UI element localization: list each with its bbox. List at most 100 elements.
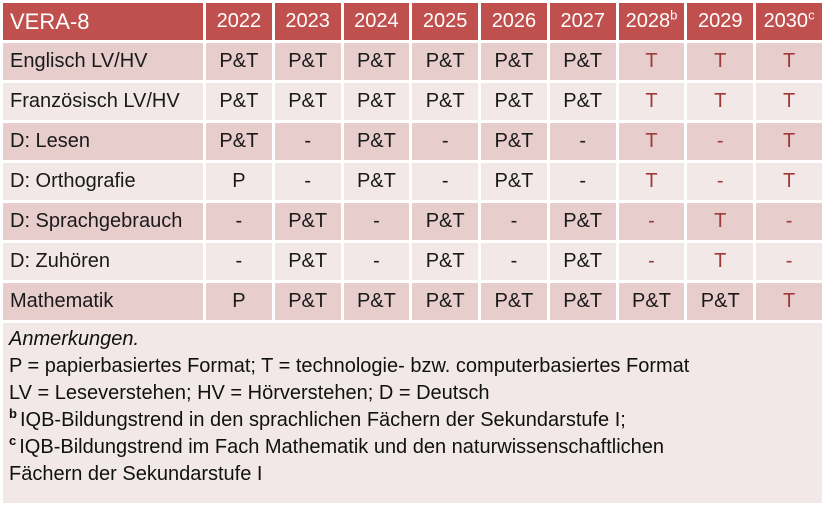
format-cell: - <box>412 123 479 160</box>
format-cell: T <box>687 203 754 240</box>
format-cell: P&T <box>343 123 410 160</box>
table-row: Mathematik P P&T P&T P&T P&T P&T P&T P&T T <box>3 283 822 320</box>
format-cell: - <box>481 203 547 240</box>
format-cell: T <box>618 123 685 160</box>
year-header-cell: 2027 <box>549 3 616 40</box>
table-row: D: Zuhören - P&T - P&T - P&T - T - <box>3 243 822 280</box>
year-header-cell: 2030c <box>756 3 822 40</box>
row-label: D: Orthografie <box>3 163 203 200</box>
year-header-cell: 2026 <box>481 3 547 40</box>
year-footnote-marker: c <box>808 7 815 23</box>
note-footnote-marker: c <box>9 433 17 449</box>
format-cell: P&T <box>549 43 616 80</box>
format-cell: T <box>756 283 822 320</box>
format-cell: - <box>618 243 685 280</box>
row-label: Französisch LV/HV <box>3 83 203 120</box>
format-cell: T <box>618 43 685 80</box>
format-cell: - <box>687 123 754 160</box>
row-label: Mathematik <box>3 283 203 320</box>
format-cell: - <box>206 243 272 280</box>
format-cell: P&T <box>274 283 341 320</box>
format-cell: P&T <box>274 203 341 240</box>
format-cell: P&T <box>206 123 272 160</box>
format-cell: T <box>618 163 685 200</box>
format-cell: P&T <box>481 283 547 320</box>
format-cell: P&T <box>549 203 616 240</box>
format-cell: - <box>206 203 272 240</box>
format-cell: P&T <box>274 43 341 80</box>
format-cell: P&T <box>549 243 616 280</box>
format-cell: - <box>549 163 616 200</box>
year-footnote-marker: b <box>670 7 678 23</box>
format-cell: - <box>549 123 616 160</box>
row-label: Englisch LV/HV <box>3 43 203 80</box>
table-row: D: Sprachgebrauch - P&T - P&T - P&T - T - <box>3 203 822 240</box>
format-cell: - <box>756 203 822 240</box>
format-cell: P <box>206 163 272 200</box>
format-cell: T <box>687 243 754 280</box>
format-cell: - <box>481 243 547 280</box>
format-cell: P&T <box>481 123 547 160</box>
format-cell: P&T <box>412 283 479 320</box>
format-cell: P <box>206 283 272 320</box>
format-cell: P&T <box>412 243 479 280</box>
table-row: Französisch LV/HV P&T P&T P&T P&T P&T P&T T T T <box>3 83 822 120</box>
year-header-cell: 2024 <box>343 3 410 40</box>
note-line: c IQB-Bildungstrend im Fach Mathematik un… <box>9 433 664 458</box>
format-cell: P&T <box>343 283 410 320</box>
year-header-cell: 2029 <box>687 3 754 40</box>
format-cell: - <box>412 163 479 200</box>
note-line: b IQB-Bildungstrend in den sprachlichen F… <box>9 406 626 431</box>
format-cell: P&T <box>206 43 272 80</box>
format-cell: P&T <box>343 163 410 200</box>
format-cell: P&T <box>618 283 685 320</box>
format-cell: P&T <box>206 83 272 120</box>
note-line: P = papierbasiertes Format; T = technolo… <box>9 355 690 377</box>
format-cell: P&T <box>343 43 410 80</box>
format-cell: - <box>274 123 341 160</box>
table-row: D: Lesen P&T - P&T - P&T - T - T <box>3 123 822 160</box>
year-header-cell: 2023 <box>274 3 341 40</box>
format-cell: - <box>756 243 822 280</box>
table-row: D: Orthografie P - P&T - P&T - T - T <box>3 163 822 200</box>
table-title-cell: VERA-8 <box>3 3 203 40</box>
format-cell: T <box>687 83 754 120</box>
format-cell: P&T <box>412 43 479 80</box>
format-cell: - <box>274 163 341 200</box>
year-header-cell: 2025 <box>412 3 479 40</box>
format-cell: T <box>756 123 822 160</box>
format-cell: P&T <box>549 283 616 320</box>
format-cell: T <box>756 163 822 200</box>
format-cell: - <box>687 163 754 200</box>
format-cell: - <box>343 203 410 240</box>
notes-lines: P = papierbasiertes Format; T = technolo… <box>9 353 814 488</box>
format-cell: - <box>618 203 685 240</box>
notes-section: Anmerkungen. P = papierbasiertes Format;… <box>3 323 822 503</box>
table-header-row: VERA-8 2022 2023 2024 2025 2026 2027 2028b 2029… <box>3 3 822 40</box>
format-cell: P&T <box>481 43 547 80</box>
year-header-cell: 2028b <box>618 3 685 40</box>
table-body: Englisch LV/HV P&T P&T P&T P&T P&T P&T T T T Franz… <box>3 43 822 320</box>
format-cell: P&T <box>412 203 479 240</box>
format-cell: - <box>343 243 410 280</box>
row-label: D: Zuhören <box>3 243 203 280</box>
format-cell: P&T <box>481 83 547 120</box>
table-row: Englisch LV/HV P&T P&T P&T P&T P&T P&T T T T <box>3 43 822 80</box>
format-cell: P&T <box>274 243 341 280</box>
notes-heading: Anmerkungen. <box>9 328 140 350</box>
format-cell: T <box>756 83 822 120</box>
format-cell: P&T <box>412 83 479 120</box>
format-cell: T <box>618 83 685 120</box>
format-cell: P&T <box>274 83 341 120</box>
note-footnote-marker: b <box>9 406 17 422</box>
row-label: D: Sprachgebrauch <box>3 203 203 240</box>
format-cell: P&T <box>343 83 410 120</box>
format-cell: P&T <box>481 163 547 200</box>
format-cell: T <box>687 43 754 80</box>
note-line: Fächern der Sekundarstufe I <box>9 463 263 485</box>
note-line: LV = Leseverstehen; HV = Hörverstehen; D… <box>9 382 490 404</box>
year-header-cell: 2022 <box>206 3 272 40</box>
format-cell: P&T <box>687 283 754 320</box>
row-label: D: Lesen <box>3 123 203 160</box>
